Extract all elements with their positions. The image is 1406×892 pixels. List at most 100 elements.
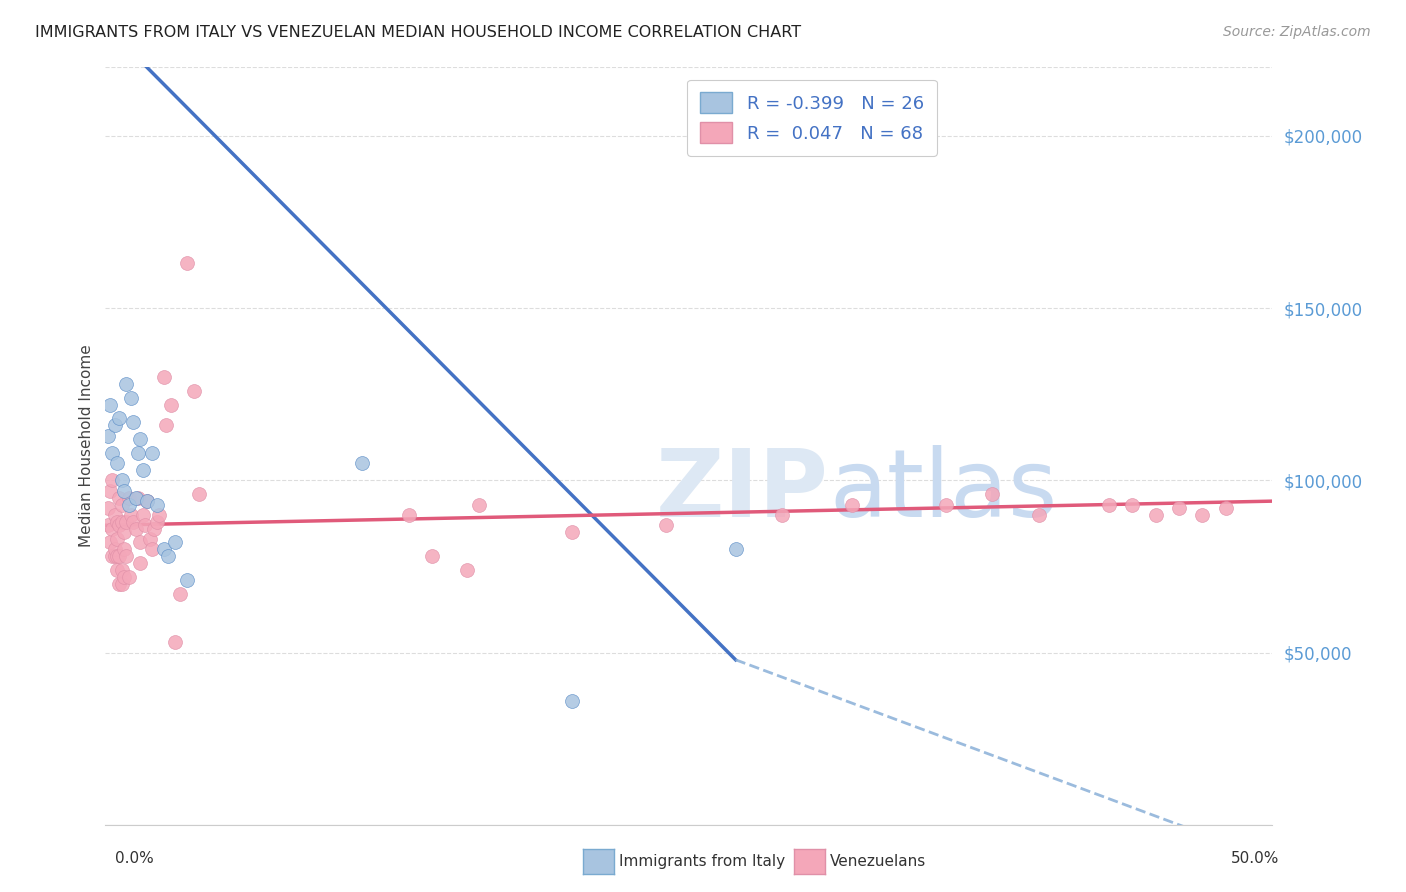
Point xyxy=(165,535,187,549)
Point xyxy=(136,494,159,508)
Point xyxy=(935,498,957,512)
Point xyxy=(105,456,128,470)
Point xyxy=(118,498,141,512)
Point xyxy=(1144,508,1167,522)
Point xyxy=(98,398,121,412)
Point xyxy=(111,498,134,512)
Point xyxy=(155,418,177,433)
Point xyxy=(187,487,209,501)
Point xyxy=(115,515,138,529)
Point xyxy=(108,549,131,564)
Point xyxy=(120,508,142,522)
Point xyxy=(129,535,152,549)
Point xyxy=(398,508,420,522)
Point xyxy=(1191,508,1213,522)
Point xyxy=(122,415,145,429)
Point xyxy=(101,522,124,536)
Point xyxy=(104,549,127,564)
Point xyxy=(1028,508,1050,522)
Point xyxy=(129,432,152,446)
Text: IMMIGRANTS FROM ITALY VS VENEZUELAN MEDIAN HOUSEHOLD INCOME CORRELATION CHART: IMMIGRANTS FROM ITALY VS VENEZUELAN MEDI… xyxy=(35,25,801,40)
Point xyxy=(1168,501,1191,516)
Point xyxy=(111,474,134,488)
Point xyxy=(146,498,169,512)
Point xyxy=(122,515,145,529)
Point xyxy=(129,556,152,570)
Point xyxy=(159,398,181,412)
Point xyxy=(112,570,135,584)
Point xyxy=(111,563,134,577)
Point xyxy=(183,384,205,398)
Point xyxy=(108,518,131,533)
Point xyxy=(770,508,793,522)
Point xyxy=(97,428,120,442)
Point xyxy=(139,532,162,546)
Point xyxy=(468,498,491,512)
Text: Immigrants from Italy: Immigrants from Italy xyxy=(619,855,785,869)
Point xyxy=(127,446,149,460)
Point xyxy=(176,574,198,588)
Point xyxy=(97,501,120,516)
Point xyxy=(153,370,174,384)
Point xyxy=(724,542,747,557)
Point xyxy=(118,570,141,584)
Point xyxy=(1215,501,1237,516)
Point xyxy=(165,635,187,649)
Text: ZIP: ZIP xyxy=(657,445,830,538)
Point xyxy=(118,491,141,505)
Point xyxy=(141,542,163,557)
Point xyxy=(132,508,155,522)
Point xyxy=(104,542,127,557)
Point xyxy=(104,508,127,522)
Point xyxy=(456,563,478,577)
Point xyxy=(134,518,156,533)
Point xyxy=(105,532,128,546)
Point xyxy=(111,577,134,591)
Point xyxy=(1121,498,1143,512)
Point xyxy=(108,411,131,425)
Point xyxy=(132,463,155,477)
Point xyxy=(115,549,138,564)
Point xyxy=(176,256,198,270)
Point xyxy=(136,494,159,508)
Point xyxy=(105,549,128,564)
Point xyxy=(112,525,135,540)
Point xyxy=(420,549,443,564)
Point xyxy=(101,446,124,460)
Point xyxy=(153,542,174,557)
Point xyxy=(1098,498,1121,512)
Point xyxy=(105,515,128,529)
Point xyxy=(146,515,169,529)
Point xyxy=(148,508,170,522)
Text: 50.0%: 50.0% xyxy=(1232,851,1279,865)
Point xyxy=(98,483,121,498)
Point xyxy=(98,535,121,549)
Point xyxy=(125,491,148,505)
Point xyxy=(157,549,180,564)
Point xyxy=(127,491,149,505)
Point xyxy=(112,483,135,498)
Text: 0.0%: 0.0% xyxy=(115,851,155,865)
Point xyxy=(654,518,676,533)
Point xyxy=(981,487,1004,501)
Text: Source: ZipAtlas.com: Source: ZipAtlas.com xyxy=(1223,25,1371,39)
Point xyxy=(141,446,163,460)
Point xyxy=(105,563,128,577)
Point xyxy=(111,515,134,529)
Text: Venezuelans: Venezuelans xyxy=(830,855,925,869)
Point xyxy=(115,376,138,391)
Point xyxy=(101,549,124,564)
Y-axis label: Median Household Income: Median Household Income xyxy=(79,344,94,548)
Point xyxy=(101,474,124,488)
Point xyxy=(169,587,191,601)
Point xyxy=(120,391,142,405)
Point xyxy=(108,491,131,505)
Text: atlas: atlas xyxy=(830,445,1057,538)
Legend: R = -0.399   N = 26, R =  0.047   N = 68: R = -0.399 N = 26, R = 0.047 N = 68 xyxy=(688,79,936,156)
Point xyxy=(112,542,135,557)
Point xyxy=(125,522,148,536)
Point xyxy=(561,525,583,540)
Point xyxy=(841,498,863,512)
Point xyxy=(561,694,583,708)
Point xyxy=(143,522,166,536)
